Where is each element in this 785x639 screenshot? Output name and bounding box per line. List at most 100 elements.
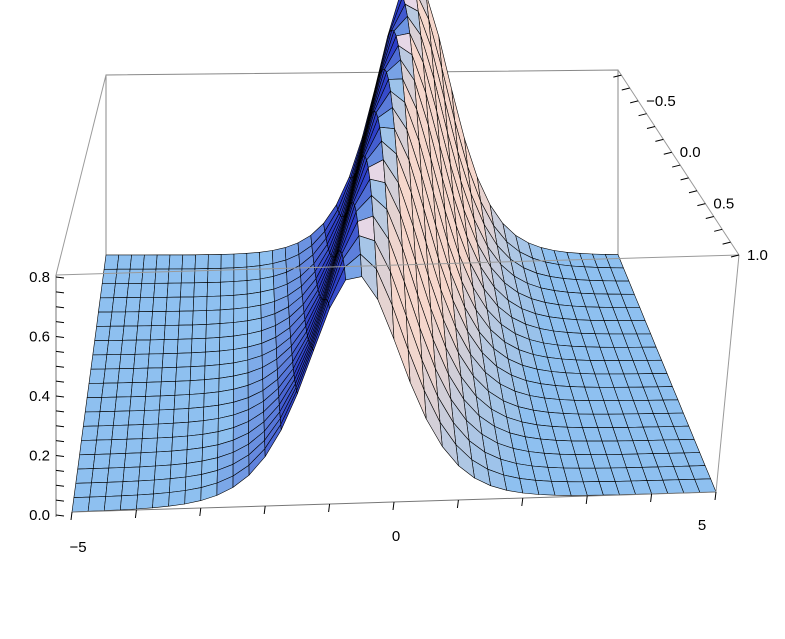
x-tick-label: 0: [392, 528, 400, 545]
surface-cell: [168, 490, 186, 507]
surface-cell: [99, 396, 117, 413]
y-tick: [714, 228, 723, 232]
surface-cell: [194, 254, 209, 270]
surface-cell: [108, 325, 125, 341]
x-tick: [134, 509, 137, 519]
surface-cell: [98, 410, 116, 427]
surface-cell: [219, 349, 234, 366]
z-tick: [55, 291, 65, 294]
surface-cell: [104, 354, 122, 370]
surface-cell: [218, 362, 234, 379]
z-tick-label: 0.2: [29, 448, 50, 465]
surface-cell: [178, 310, 194, 326]
surface-cell: [391, 304, 411, 383]
surface-cell: [180, 282, 195, 298]
z-tick: [55, 276, 65, 279]
z-tick: [55, 380, 65, 383]
y-tick: [613, 74, 622, 78]
surface-cell: [168, 254, 184, 270]
surface-cell: [219, 294, 235, 311]
surface-cell: [120, 494, 138, 511]
surface-cell: [175, 366, 192, 382]
z-tick-label: 0.6: [29, 329, 50, 346]
surface-cell: [116, 254, 132, 270]
surface-cell: [172, 421, 189, 438]
x-tick: [328, 503, 331, 513]
z-tick: [55, 425, 65, 428]
surface-cell: [193, 282, 208, 298]
surface-cell: [220, 281, 235, 297]
surface-cell: [117, 368, 134, 384]
surface-cell: [246, 278, 261, 295]
y-axis: −0.5 0.0 0.5 1.0: [613, 74, 768, 264]
surface-cell: [186, 447, 203, 464]
surface-cell: [153, 478, 171, 495]
surface-cell: [103, 254, 120, 270]
y-tick-label: 0.5: [713, 196, 734, 213]
surface-cell: [101, 268, 118, 284]
x-tick-label: −5: [69, 539, 86, 556]
y-tick-label: 1.0: [747, 247, 768, 264]
surface-cell: [189, 379, 205, 395]
y-tick: [697, 203, 706, 207]
surface-cell: [154, 268, 170, 284]
y-tick: [730, 254, 740, 258]
surface-cell: [141, 268, 157, 284]
surface-cell: [246, 265, 261, 281]
surface-cell: [124, 452, 142, 468]
surface-cell: [204, 350, 220, 367]
surface-cell: [152, 296, 168, 312]
surface-cell: [132, 367, 149, 383]
surface-cell: [144, 395, 161, 411]
surface-cell: [133, 353, 150, 369]
surface-cell: [191, 337, 207, 354]
surface-cell: [177, 338, 193, 354]
surface-cell: [114, 396, 132, 412]
surface-mesh: [71, 0, 717, 513]
surface-cell: [161, 366, 177, 383]
y-tick: [646, 126, 656, 130]
surface-cell: [150, 325, 166, 341]
surface-cell: [138, 465, 156, 482]
x-tick: [456, 499, 459, 509]
surface-cell: [129, 254, 145, 270]
surface-cell: [191, 324, 207, 340]
surface-cell: [140, 282, 156, 298]
surface-cell: [90, 354, 108, 370]
surface-cell: [110, 438, 128, 455]
z-tick: [55, 350, 65, 353]
surface-cell: [153, 282, 169, 298]
surface-cell: [101, 382, 119, 398]
surface-cell: [113, 283, 129, 299]
surface-cell: [147, 353, 164, 369]
surface-cell: [179, 296, 195, 312]
z-tick: [55, 455, 65, 457]
surface-cell: [233, 293, 248, 310]
x-tick-label: 5: [698, 517, 706, 534]
surface-cell: [169, 463, 187, 480]
surface-cell: [159, 394, 176, 411]
surface-cell: [192, 310, 207, 326]
surface-cell: [164, 310, 180, 326]
surface-cell: [170, 449, 188, 466]
z-tick: [55, 484, 65, 487]
surface-cell: [203, 391, 220, 408]
surface-cell: [259, 250, 274, 267]
surface-cell: [145, 381, 162, 397]
surface-cell: [188, 406, 205, 423]
surface-cell: [136, 493, 154, 510]
y-tick: [722, 241, 731, 245]
surface-cell: [233, 320, 248, 337]
surface-cell: [111, 297, 128, 313]
z-tick: [55, 395, 65, 398]
y-tick: [705, 215, 714, 219]
surface-cell: [163, 324, 180, 340]
surface-cell: [219, 335, 234, 352]
surface-cell: [103, 495, 122, 511]
surface-cell: [156, 436, 173, 453]
surface-cell: [84, 397, 102, 413]
x-tick: [714, 491, 717, 501]
surface-cell: [122, 325, 138, 341]
y-tick: [630, 100, 639, 104]
